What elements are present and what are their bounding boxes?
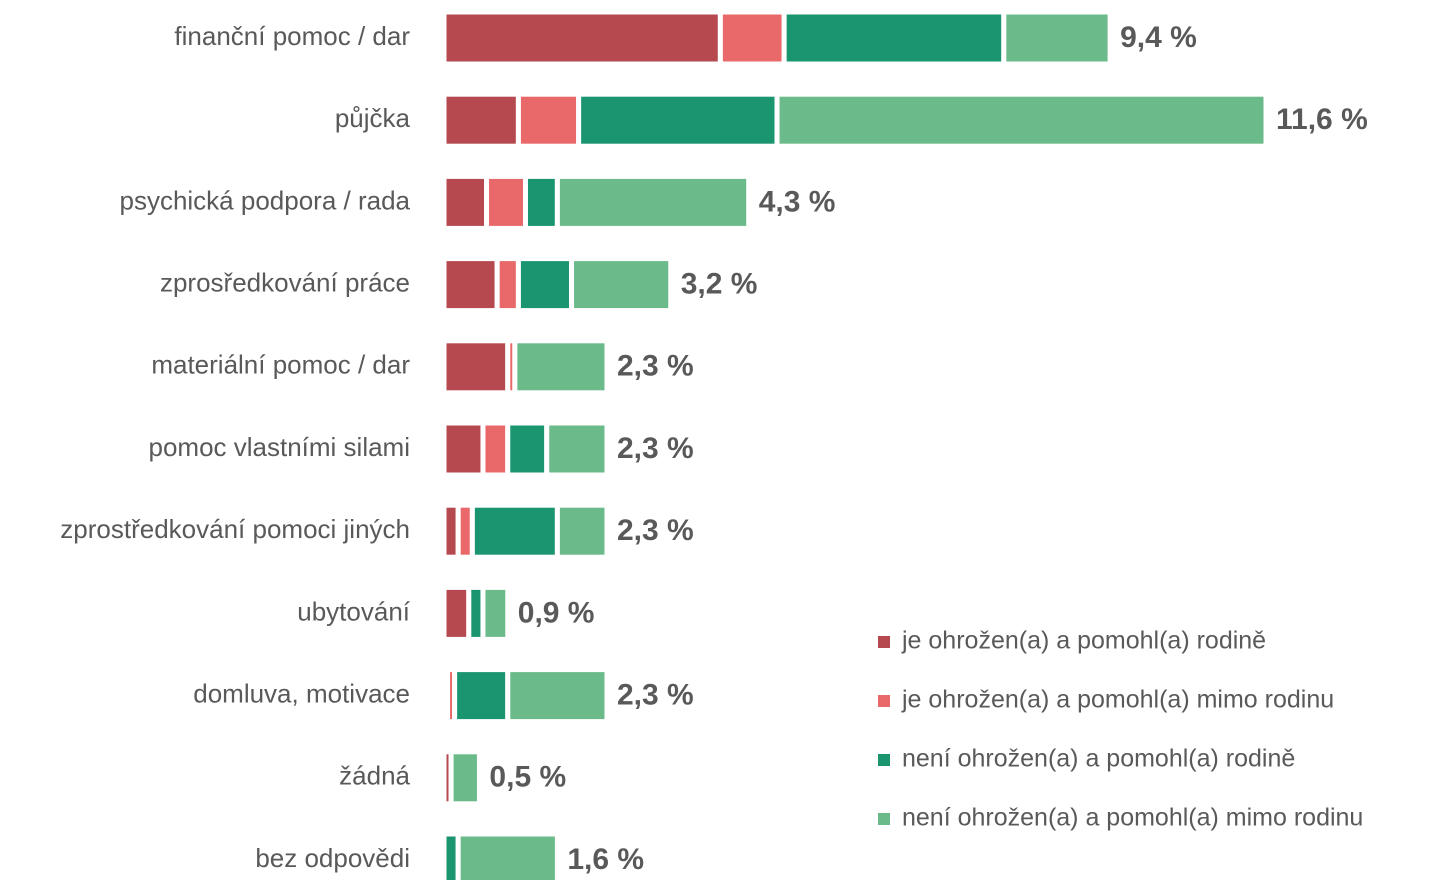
bar-segment — [505, 420, 550, 478]
total-label: 4,3 % — [759, 185, 836, 218]
bar-segment — [441, 584, 472, 642]
bar-segment — [515, 256, 575, 314]
bar-segment — [576, 91, 780, 149]
legend-label: není ohrožen(a) a pomohl(a) mimo rodinu — [902, 804, 1363, 832]
bar-segment — [441, 91, 521, 149]
category-label: zprostředkování pomoci jiných — [60, 514, 410, 544]
bar-segment — [781, 9, 1007, 67]
legend-label: není ohrožen(a) a pomohl(a) rodině — [902, 745, 1295, 773]
bar-segment — [441, 256, 500, 314]
total-label: 3,2 % — [681, 268, 758, 301]
legend-label: je ohrožen(a) a pomohl(a) mimo rodinu — [901, 686, 1334, 714]
legend-label: je ohrožen(a) a pomohl(a) rodině — [901, 627, 1266, 655]
total-label: 9,4 % — [1120, 21, 1197, 54]
category-label: ubytování — [297, 596, 411, 626]
total-label: 0,5 % — [489, 761, 566, 794]
bar-segment — [441, 338, 511, 396]
total-label: 11,6 % — [1276, 103, 1368, 136]
bar-segment — [554, 173, 752, 231]
bar-segment — [441, 173, 490, 231]
bar-segment — [544, 420, 610, 478]
category-label: finanční pomoc / dar — [174, 21, 410, 51]
bar-segment — [512, 338, 610, 396]
bar-segment — [717, 9, 787, 67]
bar-segment — [480, 420, 511, 478]
category-label: bez odpovědi — [255, 843, 410, 873]
category-label: půjčka — [335, 103, 411, 133]
category-label: psychická podpora / rada — [119, 185, 410, 215]
bar-segment — [569, 256, 674, 314]
bar-segment — [515, 91, 582, 149]
category-label: zprosředkování práce — [160, 267, 410, 297]
legend-swatch — [878, 636, 890, 648]
bar-segment — [469, 502, 560, 560]
bar-segment — [480, 584, 511, 642]
bar-segment — [441, 420, 486, 478]
total-label: 2,3 % — [617, 514, 694, 547]
legend-swatch — [878, 813, 890, 825]
total-label: 2,3 % — [617, 432, 694, 465]
total-label: 0,9 % — [518, 596, 595, 629]
bar-segment — [522, 173, 560, 231]
category-label: domluva, motivace — [193, 678, 410, 708]
bar-segment — [505, 667, 610, 725]
bar-segment — [455, 831, 560, 880]
legend-swatch — [878, 695, 890, 707]
total-label: 2,3 % — [617, 679, 694, 712]
bar-segment — [554, 502, 610, 560]
bar-segment — [452, 667, 511, 725]
bar-segment — [1001, 9, 1113, 67]
bar-segment — [441, 9, 723, 67]
bar-segment — [494, 256, 521, 314]
bar-segment — [774, 91, 1269, 149]
bar-segment — [448, 749, 482, 807]
total-label: 1,6 % — [567, 843, 644, 876]
category-label: žádná — [339, 761, 410, 791]
category-label: materiální pomoc / dar — [151, 350, 410, 380]
category-label: pomoc vlastními silami — [148, 432, 410, 462]
bar-segment — [484, 173, 528, 231]
legend-swatch — [878, 754, 890, 766]
total-label: 2,3 % — [617, 350, 694, 383]
